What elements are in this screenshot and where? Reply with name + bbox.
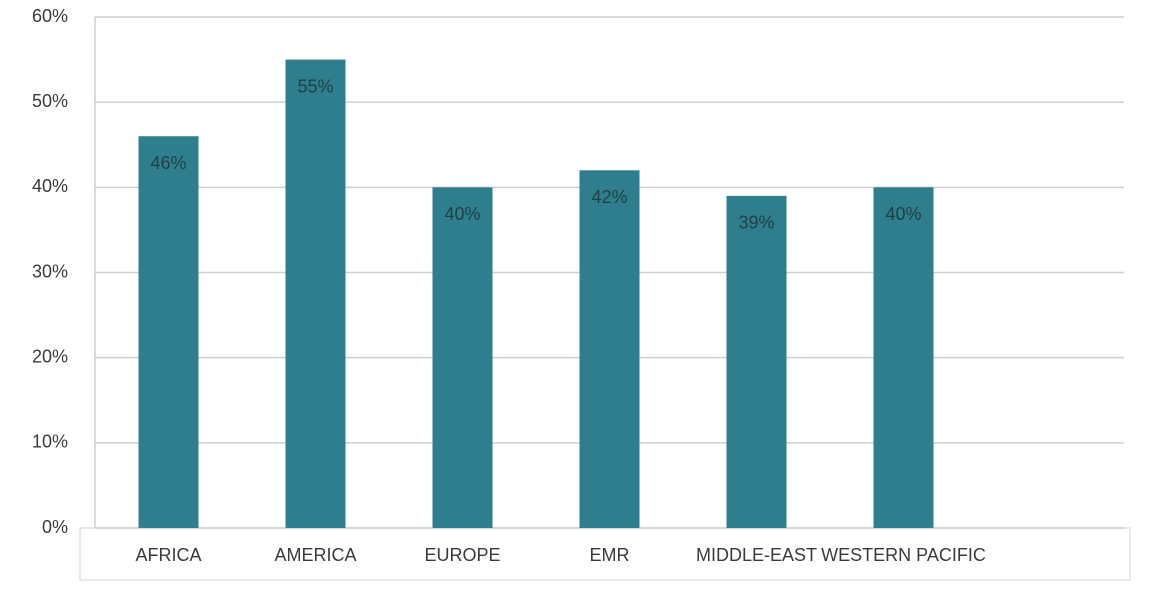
y-tick-label: 50% [32,91,68,111]
x-tick-label: WESTERN PACIFIC [821,545,986,565]
data-label: 46% [150,153,186,173]
bar [873,187,934,529]
y-tick-label: 10% [32,432,68,452]
bar [432,187,493,529]
x-tick-label: EMR [590,545,630,565]
bar [579,170,640,529]
y-tick-label: 40% [32,176,68,196]
bar [726,195,787,528]
bar [285,59,346,528]
data-label: 42% [591,187,627,207]
data-label: 40% [444,204,480,224]
data-label: 55% [297,76,333,96]
y-tick-label: 60% [32,6,68,26]
x-tick-label: EUROPE [424,545,500,565]
x-tick-label: AFRICA [135,545,201,565]
y-tick-label: 30% [32,261,68,281]
data-label: 40% [885,204,921,224]
data-label: 39% [738,213,774,233]
y-tick-label: 20% [32,346,68,366]
x-tick-label: AMERICA [274,545,356,565]
y-tick-label: 0% [42,517,68,537]
bar [138,136,199,528]
x-tick-label: MIDDLE-EAST [696,545,817,565]
